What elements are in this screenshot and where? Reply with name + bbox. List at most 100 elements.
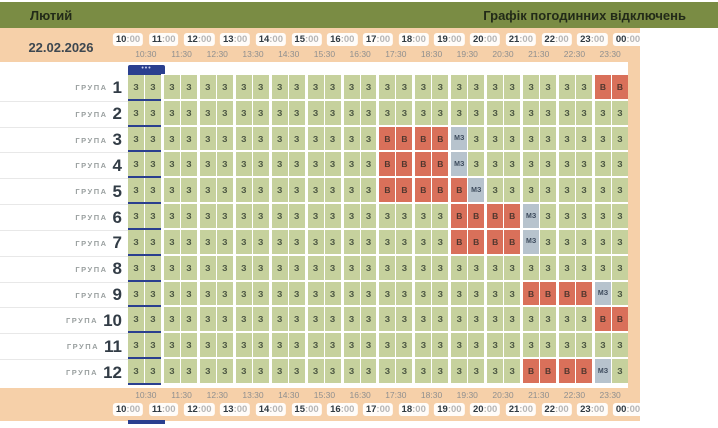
- group-name: ГРУПА: [75, 109, 108, 119]
- slot-cell: З: [487, 333, 504, 358]
- halfhour-tick-label: 13:30: [242, 390, 264, 400]
- slot-cell: З: [343, 229, 360, 254]
- slot-cell: З: [523, 100, 540, 125]
- current-time-chip: •••: [128, 65, 165, 74]
- group-number: 7: [112, 233, 122, 253]
- slot-cell: З: [611, 152, 628, 177]
- slot-cell: З: [576, 307, 592, 332]
- slot-cell: З: [487, 126, 504, 151]
- slot-cell: З: [559, 75, 576, 99]
- slot-cell: З: [163, 229, 180, 254]
- group-label: ГРУПА 1: [0, 75, 128, 101]
- slot-cell: З: [559, 178, 576, 203]
- slot-cell: З: [163, 152, 180, 177]
- slot-cell: З: [288, 152, 305, 177]
- slot-cell: З: [540, 307, 557, 332]
- slot-cell: З: [379, 255, 396, 280]
- group-row: ГРУПА 12 З З З З З З З З З З З З З З З З З З З З З З В В В В МЗ З: [0, 359, 628, 385]
- slot-cell: З: [144, 204, 161, 228]
- slot-cell: З: [216, 152, 233, 177]
- slot-cell: З: [271, 75, 288, 99]
- slot-cell: З: [180, 307, 197, 332]
- slot-cell: З: [324, 152, 341, 177]
- group-row: ГРУПА 6 З З З З З З З З З З З З З З З З З З В В В В МЗ З З З З З: [0, 204, 628, 230]
- halfhour-tick-label: 14:30: [278, 390, 300, 400]
- slot-cell: З: [252, 359, 269, 383]
- hour-tick-label: 23:00: [577, 403, 608, 416]
- group-slots: З З З З З З З З З З З З З З В В В В МЗ З З З З З З З З З: [128, 126, 628, 153]
- group-name: ГРУПА: [75, 213, 108, 223]
- slot-cell: З: [216, 126, 233, 151]
- slot-cell: З: [307, 359, 324, 383]
- slot-cell: З: [343, 178, 360, 203]
- slot-cell: З: [180, 204, 197, 228]
- group-row: ГРУПА 4 З З З З З З З З З З З З З З В В В В МЗ З З З З З З З З З: [0, 152, 628, 178]
- group-slots: З З З З З З З З З З З З З З В В В В МЗ З З З З З З З З З: [128, 152, 628, 178]
- hour-tick-label: 11:00: [148, 403, 179, 416]
- slot-cell: З: [487, 281, 504, 306]
- slot-cell: З: [216, 255, 233, 280]
- slot-cell: З: [307, 204, 324, 228]
- slot-cell: З: [468, 333, 485, 358]
- slot-cell: З: [576, 100, 592, 125]
- slot-cell: З: [415, 359, 432, 383]
- hour-tick-label: 21:00: [505, 33, 536, 46]
- slot-cell: З: [235, 152, 252, 177]
- slot-cell: З: [324, 100, 341, 125]
- slot-cell: З: [540, 126, 557, 151]
- slot-cell: З: [594, 255, 611, 280]
- slot-cell: З: [559, 307, 576, 332]
- slot-cell: З: [128, 333, 144, 358]
- group-row: ГРУПА 1 З З З З З З З З З З З З З З З З З З З З З З З З З З В В: [0, 75, 628, 101]
- hour-tick-label: 15:00: [291, 33, 322, 46]
- group-number: 8: [112, 259, 122, 279]
- slot-cell: В: [523, 281, 540, 306]
- schedule-rows: ГРУПА 1 З З З З З З З З З З З З З З З З З З З З З З З З З З В В ГРУПА 2…: [0, 75, 628, 385]
- halfhour-tick-label: 13:30: [242, 49, 264, 59]
- group-label: ГРУПА 5: [0, 178, 128, 204]
- slot-cell: З: [504, 359, 521, 383]
- slot-cell: З: [288, 100, 305, 125]
- slot-cell: З: [379, 204, 396, 228]
- halfhour-tick-label: 19:30: [456, 390, 478, 400]
- slot-cell: З: [487, 178, 504, 203]
- slot-cell: З: [252, 100, 269, 125]
- halfhour-tick-label: 20:30: [492, 49, 514, 59]
- slot-cell: З: [235, 75, 252, 99]
- slot-cell: З: [216, 333, 233, 358]
- slot-cell: З: [216, 100, 233, 125]
- slot-cell: З: [594, 204, 611, 228]
- slot-cell: З: [163, 307, 180, 332]
